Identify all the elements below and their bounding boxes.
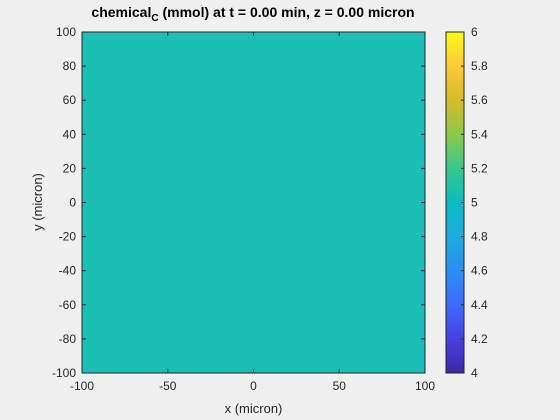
y-tick-label: 60: [63, 93, 77, 107]
y-tick-label: -60: [59, 298, 77, 312]
colorbar-tick-label: 5.2: [471, 161, 488, 175]
x-tick-label: -50: [159, 379, 177, 393]
chart-title-subscript: C: [151, 12, 159, 24]
x-axis-label: x (micron): [225, 401, 283, 416]
y-tick-label: 20: [63, 161, 77, 175]
y-tick-label: 80: [63, 59, 77, 73]
colorbar-tick-label: 4: [471, 366, 478, 380]
x-tick-label: -100: [70, 379, 94, 393]
colorbar-tick-label: 4.8: [471, 230, 488, 244]
colorbar-tick-label: 5.8: [471, 59, 488, 73]
y-axis-label: y (micron): [30, 173, 45, 231]
colorbar-tick-label: 4.4: [471, 298, 488, 312]
y-tick-label: -40: [59, 264, 77, 278]
chart-title-prefix: chemical: [91, 4, 152, 20]
x-tick-label: 50: [333, 379, 347, 393]
x-axis: -100 -50 0 50 100: [70, 32, 435, 393]
y-tick-label: -80: [59, 332, 77, 346]
y-tick-label: -20: [59, 230, 77, 244]
y-axis: -100 -80 -60 -40 -20 0 20 40 60 80 100: [52, 25, 425, 380]
colorbar-tick-label: 5.6: [471, 93, 488, 107]
colorbar-tick-label: 5.4: [471, 127, 488, 141]
colorbar-tick-label: 6: [471, 25, 478, 39]
chart-title: chemicalC (mmol) at t = 0.00 min, z = 0.…: [0, 4, 506, 24]
y-tick-label: 40: [63, 127, 77, 141]
colorbar-axis: 4 4.2 4.4 4.6 4.8 5 5.2 5.4 5.6 5.8 6: [461, 25, 488, 380]
x-tick-label: 0: [250, 379, 257, 393]
colorbar-tick-label: 4.2: [471, 332, 488, 346]
colorbar-tick-label: 4.6: [471, 264, 488, 278]
y-tick-label: 0: [69, 196, 76, 210]
y-tick-label: 100: [56, 25, 76, 39]
x-tick-label: 100: [415, 379, 435, 393]
y-tick-label: -100: [52, 366, 76, 380]
heatmap-field: [82, 32, 425, 373]
chart-title-suffix: (mmol) at t = 0.00 min, z = 0.00 micron: [158, 4, 415, 20]
colorbar-tick-label: 5: [471, 196, 478, 210]
